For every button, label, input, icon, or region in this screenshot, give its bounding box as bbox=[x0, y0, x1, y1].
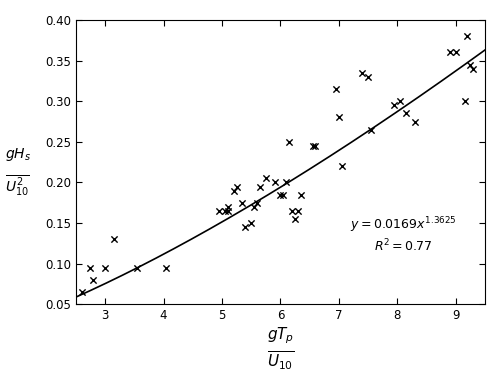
Point bbox=[215, 208, 223, 214]
Point bbox=[358, 70, 366, 76]
Point bbox=[78, 289, 86, 295]
Point bbox=[247, 220, 255, 226]
Point bbox=[270, 180, 278, 186]
Point bbox=[466, 62, 474, 68]
Point bbox=[312, 143, 320, 149]
Point bbox=[396, 98, 404, 104]
Point bbox=[110, 236, 118, 242]
Point bbox=[291, 216, 299, 222]
Point bbox=[460, 98, 468, 104]
Point bbox=[250, 204, 258, 210]
Point bbox=[338, 163, 346, 170]
Point bbox=[221, 208, 229, 214]
Point bbox=[285, 139, 293, 145]
Point bbox=[232, 183, 240, 190]
Point bbox=[332, 86, 340, 92]
Point bbox=[133, 265, 141, 271]
Point bbox=[280, 192, 287, 198]
Point bbox=[411, 118, 419, 125]
Point bbox=[230, 188, 237, 194]
Point bbox=[464, 33, 471, 39]
Point bbox=[308, 143, 316, 149]
Text: $\overline{U_{10}^2}$: $\overline{U_{10}^2}$ bbox=[5, 173, 30, 198]
Point bbox=[224, 204, 232, 210]
Point bbox=[364, 74, 372, 80]
Point bbox=[256, 183, 264, 190]
Text: $gH_s$: $gH_s$ bbox=[5, 146, 31, 163]
Point bbox=[242, 224, 250, 230]
Point bbox=[390, 102, 398, 108]
Point bbox=[470, 66, 478, 72]
Point bbox=[162, 265, 170, 271]
Point bbox=[90, 277, 98, 283]
Point bbox=[367, 127, 375, 133]
Point bbox=[282, 180, 290, 186]
Point bbox=[253, 200, 261, 206]
Point bbox=[86, 265, 94, 271]
Point bbox=[288, 208, 296, 214]
Text: $y = 0.0169x^{1.3625}$
$R^2 = 0.77$: $y = 0.0169x^{1.3625}$ $R^2 = 0.77$ bbox=[350, 216, 457, 255]
Point bbox=[101, 265, 109, 271]
Point bbox=[297, 192, 305, 198]
Point bbox=[402, 110, 410, 116]
Point bbox=[238, 200, 246, 206]
Point bbox=[276, 192, 284, 198]
Point bbox=[452, 50, 460, 56]
Point bbox=[446, 50, 454, 56]
Point bbox=[224, 208, 232, 214]
X-axis label: $gT_p$
$\overline{U_{10}}$: $gT_p$ $\overline{U_{10}}$ bbox=[267, 325, 294, 372]
Point bbox=[294, 208, 302, 214]
Point bbox=[335, 115, 343, 121]
Point bbox=[262, 175, 270, 182]
